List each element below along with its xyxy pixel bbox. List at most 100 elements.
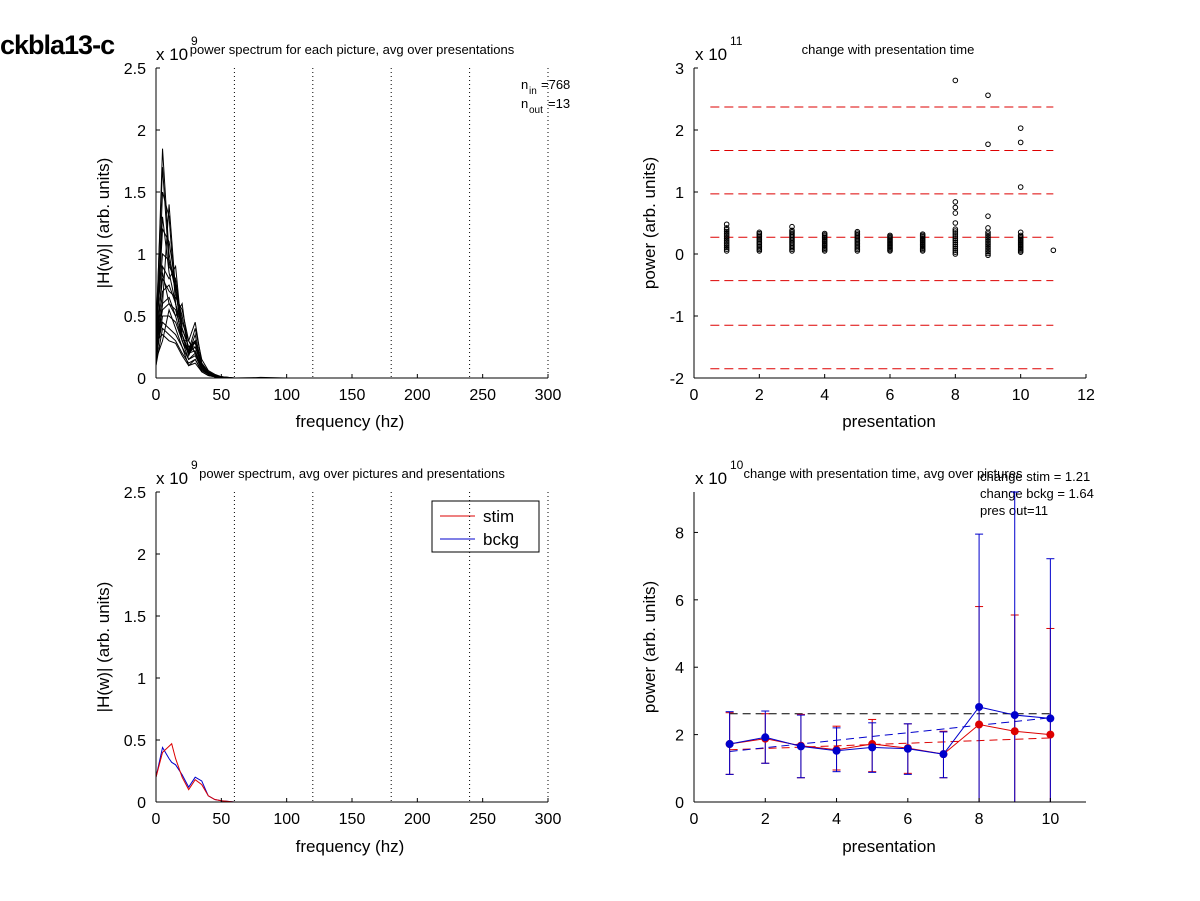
data-point <box>985 213 991 219</box>
series-line-bckg <box>729 706 1051 755</box>
series-marker-stim <box>975 720 984 729</box>
data-point <box>952 245 959 252</box>
data-point <box>985 243 991 250</box>
x-tick-label: 10 <box>1041 811 1059 828</box>
annotation-change-stim: change stim = 1.21 <box>980 469 1090 484</box>
y-tick-label: 1 <box>675 185 684 202</box>
data-point <box>1017 232 1024 239</box>
data-point <box>985 225 991 231</box>
y-axis-label: power (arb. units) <box>640 157 659 289</box>
x-axis-label: frequency (hz) <box>296 837 405 856</box>
data-point <box>723 228 730 235</box>
y-tick-label: 2.5 <box>124 485 146 502</box>
annotation-n: n <box>521 96 528 111</box>
y-tick-label: 8 <box>675 525 684 542</box>
x-tick-label: 8 <box>975 811 984 828</box>
x-tick-label: 4 <box>820 387 829 404</box>
data-point <box>952 234 959 240</box>
y-tick-label: 2 <box>137 123 146 140</box>
annotation-pres-out: pres out=11 <box>980 503 1048 518</box>
data-point <box>985 238 991 244</box>
y-tick-label: 0 <box>137 371 146 388</box>
series-marker-bckg <box>1010 711 1019 720</box>
data-point <box>985 92 991 99</box>
y-multiplier-base: x 10 <box>156 45 188 64</box>
spectrum-trace <box>155 333 548 379</box>
data-point <box>723 244 730 251</box>
data-point <box>985 247 991 253</box>
data-point <box>723 242 730 249</box>
series-marker-bckg <box>761 733 770 742</box>
y-multiplier-base: x 10 <box>695 469 727 488</box>
spectrum-trace <box>155 277 548 379</box>
x-tick-label: 300 <box>535 811 562 828</box>
data-point <box>985 248 991 255</box>
x-tick-label: 50 <box>212 387 230 404</box>
x-tick-label: 150 <box>339 387 366 404</box>
panel-power-spectrum-avg: power spectrum, avg over pictures and pr… <box>94 458 561 856</box>
x-tick-label: 200 <box>404 811 431 828</box>
data-point <box>1017 125 1024 131</box>
spectrum-trace <box>155 302 548 379</box>
data-point <box>952 228 959 234</box>
data-point <box>789 227 795 234</box>
series-marker-bckg <box>796 742 805 751</box>
annotation-change-bckg: change bckg = 1.64 <box>980 486 1094 501</box>
y-tick-label: 0.5 <box>124 309 146 326</box>
x-tick-label: 150 <box>339 811 366 828</box>
x-tick-label: 100 <box>273 811 300 828</box>
series-marker-bckg <box>868 743 877 752</box>
y-tick-label: -2 <box>670 371 684 388</box>
data-point <box>854 228 861 235</box>
spectrum-trace <box>155 227 548 379</box>
spectrum-trace <box>155 327 548 379</box>
data-point <box>821 230 828 237</box>
data-point <box>919 231 926 237</box>
series-marker-bckg <box>939 750 948 759</box>
legend: stim bckg <box>431 500 540 553</box>
y-multiplier-exponent: 9 <box>191 34 198 48</box>
y-tick-label: 0 <box>675 795 684 812</box>
series-marker-bckg <box>975 702 984 711</box>
data-point <box>723 237 730 244</box>
spectrum-trace <box>155 307 548 379</box>
annotation-n: n <box>521 77 528 92</box>
x-tick-label: 0 <box>690 387 699 404</box>
spectrum-trace <box>155 191 548 379</box>
data-point <box>985 234 991 241</box>
n-in-annotation: n in =768 <box>521 77 570 97</box>
trend-dashed-line-stim <box>729 737 1051 751</box>
x-tick-label: 2 <box>761 811 770 828</box>
data-point <box>952 239 959 246</box>
y-multiplier-exponent: 11 <box>730 34 743 48</box>
series-line-stim <box>729 723 1051 755</box>
x-tick-label: 300 <box>535 387 562 404</box>
data-point <box>1017 229 1024 236</box>
data-point <box>985 245 991 251</box>
y-multiplier-exponent: 10 <box>730 458 744 472</box>
data-point <box>723 241 730 247</box>
y-tick-label: 0 <box>675 247 684 264</box>
data-point <box>952 241 959 248</box>
y-tick-label: 2.5 <box>124 61 146 78</box>
data-point <box>1017 184 1024 190</box>
y-tick-label: 1.5 <box>124 185 146 202</box>
data-point <box>952 243 959 250</box>
x-tick-label: 0 <box>152 387 161 404</box>
spectrum-trace <box>155 148 548 379</box>
chart-title: change with presentation time, avg over … <box>744 466 1023 481</box>
x-tick-label: 10 <box>1012 387 1030 404</box>
y-axis-label: |H(w)| (arb. units) <box>94 582 113 713</box>
panel-power-spectrum-each-picture: power spectrum for each picture, avg ove… <box>94 34 570 431</box>
series-marker-bckg <box>832 746 841 755</box>
data-point <box>723 239 730 245</box>
y-tick-label: 4 <box>675 660 684 677</box>
figure-label: ckbla13-c <box>0 30 115 60</box>
spectrum-trace <box>155 315 548 379</box>
data-point <box>952 251 959 257</box>
y-tick-label: 1.5 <box>124 609 146 626</box>
y-tick-label: 6 <box>675 593 684 610</box>
chart-title: change with presentation time <box>802 42 975 57</box>
x-tick-label: 4 <box>832 811 841 828</box>
